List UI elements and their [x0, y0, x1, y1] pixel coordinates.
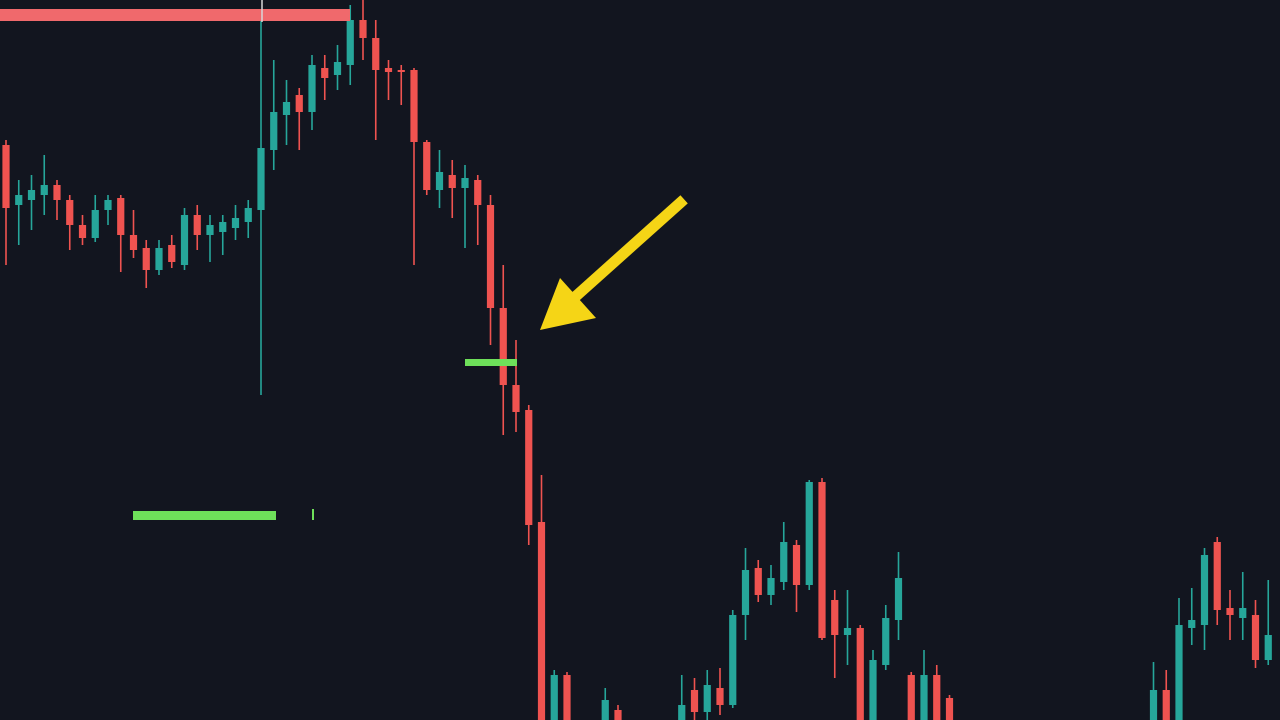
candle-body	[945, 698, 954, 720]
candle-body	[601, 700, 609, 720]
candle-body	[384, 68, 393, 72]
candle-body	[792, 545, 801, 585]
candle-body	[461, 178, 469, 188]
candle-body	[40, 185, 48, 195]
candle-body	[193, 215, 201, 235]
candle-body	[1175, 625, 1183, 720]
candle-body	[282, 102, 291, 115]
candle-body	[129, 235, 138, 250]
candle-body	[729, 615, 737, 705]
candle-body	[703, 685, 711, 712]
candle-body	[448, 175, 456, 188]
candle-body	[525, 410, 533, 525]
candle-body	[346, 20, 354, 65]
level-line	[465, 359, 517, 366]
candle-body	[1162, 690, 1170, 720]
candle-body	[805, 482, 813, 585]
candle-body	[1251, 615, 1260, 660]
candle-body	[831, 600, 839, 635]
candle-body	[2, 145, 10, 208]
candle-body	[882, 618, 890, 665]
candle-body	[333, 62, 342, 75]
candle-body	[270, 112, 278, 150]
candle-body	[563, 675, 571, 720]
candle-body	[66, 200, 74, 225]
candle-body	[843, 628, 852, 635]
candle-body	[818, 482, 826, 638]
candle-body	[499, 308, 507, 385]
candle-body	[869, 660, 877, 720]
candle-body	[219, 222, 227, 232]
candle-body	[117, 198, 125, 235]
resistance-zone	[0, 9, 350, 21]
candle-body	[104, 200, 112, 210]
candle-body	[1239, 608, 1247, 618]
candle-body	[321, 68, 329, 78]
level-line	[133, 511, 276, 520]
candle-body	[512, 385, 520, 412]
candle-body	[410, 70, 418, 142]
candle-body	[257, 148, 265, 210]
arrow-head	[540, 278, 596, 330]
candle-body	[180, 215, 189, 265]
candle-body	[1149, 690, 1158, 720]
candle-body	[231, 218, 240, 228]
candle-body	[295, 95, 303, 112]
candle-body	[537, 522, 546, 720]
level-tick	[312, 509, 314, 520]
candle-body	[920, 675, 928, 720]
candle-body	[372, 38, 380, 70]
candle-body	[474, 180, 482, 205]
candle-body	[1200, 555, 1209, 625]
candle-body	[1226, 608, 1234, 615]
candle-body	[15, 195, 23, 205]
candle-body	[423, 142, 431, 190]
arrow	[540, 195, 688, 330]
candle-body	[206, 225, 214, 235]
candle-body	[716, 688, 724, 705]
candle-body	[27, 190, 36, 200]
candle-body	[244, 208, 252, 222]
candle-body	[690, 690, 699, 712]
candle-body	[907, 675, 915, 720]
candle-body	[397, 70, 405, 72]
candle-body	[678, 705, 686, 720]
candle-body	[308, 65, 316, 112]
candle-body	[168, 245, 176, 262]
candle-body	[933, 675, 941, 720]
candle-body	[1188, 620, 1196, 628]
candle-body	[780, 542, 788, 582]
candle-body	[1264, 635, 1272, 660]
candle-body	[856, 628, 864, 720]
candle-body	[359, 20, 367, 38]
candle-body	[78, 225, 87, 238]
candle-body	[614, 710, 622, 720]
candle-body	[741, 570, 750, 615]
candle-body	[1213, 542, 1221, 610]
candle-body	[767, 578, 775, 595]
candle-body	[53, 185, 61, 200]
candle-body	[550, 675, 558, 720]
candle-body	[894, 578, 903, 620]
candle-body	[142, 248, 150, 270]
arrow-shaft	[567, 195, 688, 305]
candle-body	[486, 205, 495, 308]
candle-body	[754, 568, 762, 595]
candle-body	[155, 248, 163, 270]
candle-body	[435, 172, 444, 190]
candle-body	[91, 210, 99, 238]
